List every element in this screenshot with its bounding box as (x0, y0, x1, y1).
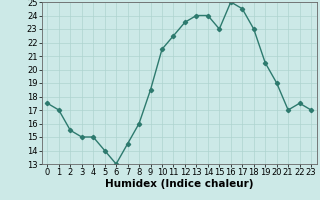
X-axis label: Humidex (Indice chaleur): Humidex (Indice chaleur) (105, 179, 253, 189)
